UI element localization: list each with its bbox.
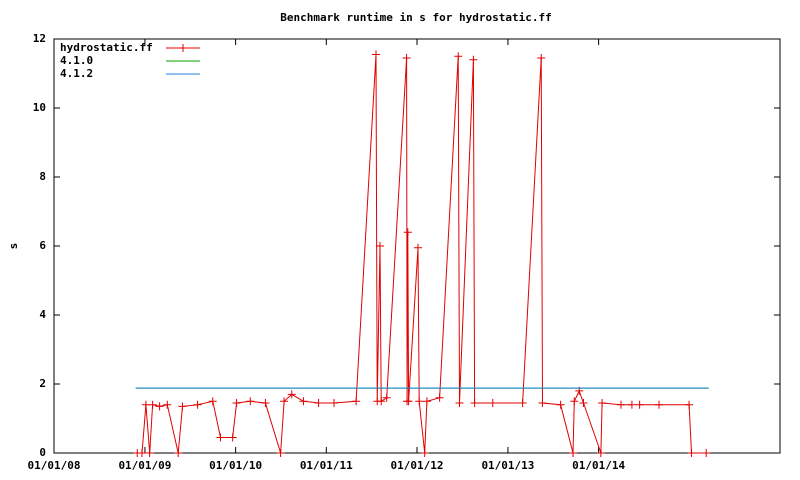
y-tick-label: 8 <box>39 170 46 183</box>
point-marker <box>276 449 285 457</box>
point-marker <box>382 393 391 402</box>
x-tick-label: 01/01/12 <box>391 459 444 472</box>
legend-marker <box>179 44 187 52</box>
x-tick-label: 01/01/14 <box>572 459 625 472</box>
point-marker <box>246 397 255 406</box>
point-marker <box>314 398 323 407</box>
point-marker <box>330 398 339 407</box>
x-tick-label: 01/01/08 <box>28 459 81 472</box>
point-marker <box>145 449 154 457</box>
point-marker <box>556 400 565 409</box>
y-tick-label: 2 <box>39 377 46 390</box>
legend-label: 4.1.0 <box>60 54 93 67</box>
point-marker <box>569 449 578 457</box>
point-marker <box>413 243 422 252</box>
plot-frame <box>53 38 781 454</box>
point-marker <box>537 53 546 62</box>
point-marker <box>570 397 579 406</box>
legend-label: 4.1.2 <box>60 67 93 80</box>
point-marker <box>702 449 711 457</box>
point-marker <box>148 400 157 409</box>
point-marker <box>375 242 384 250</box>
point-marker <box>598 398 607 407</box>
point-marker <box>261 398 270 407</box>
point-marker <box>141 400 150 409</box>
point-marker <box>174 449 183 457</box>
point-marker <box>377 397 386 406</box>
point-marker <box>137 449 146 457</box>
point-marker <box>287 390 296 399</box>
x-tick-label: 01/01/10 <box>209 459 262 472</box>
point-marker <box>488 398 497 407</box>
x-tick-label: 01/01/11 <box>300 459 353 472</box>
point-marker <box>454 52 463 61</box>
y-tick-label: 10 <box>33 101 46 114</box>
series-line <box>137 54 707 454</box>
point-marker <box>435 393 444 402</box>
point-marker <box>404 397 413 406</box>
point-marker <box>470 398 479 407</box>
point-marker <box>372 50 381 59</box>
point-marker <box>155 402 164 411</box>
point-marker <box>232 398 241 407</box>
point-marker <box>469 55 478 64</box>
point-marker <box>687 449 696 457</box>
point-marker <box>216 433 225 442</box>
x-tick-label: 01/01/09 <box>118 459 171 472</box>
point-marker <box>420 449 429 457</box>
point-marker <box>616 400 625 409</box>
point-marker <box>422 397 431 406</box>
y-axis-label: s <box>7 243 20 250</box>
point-marker <box>415 397 424 406</box>
point-marker <box>403 228 412 237</box>
point-marker <box>163 400 172 409</box>
point-marker <box>579 398 588 407</box>
point-marker <box>596 449 605 457</box>
point-marker <box>655 400 663 409</box>
point-marker <box>455 398 464 407</box>
point-marker <box>402 53 411 62</box>
y-tick-label: 6 <box>39 239 46 252</box>
point-marker <box>280 397 289 406</box>
x-tick-label: 01/01/13 <box>481 459 534 472</box>
point-marker <box>193 400 202 409</box>
legend-label: hydrostatic.ff <box>60 41 153 54</box>
point-marker <box>538 398 547 407</box>
point-marker <box>518 398 527 407</box>
point-marker <box>208 397 217 406</box>
point-marker <box>299 397 308 406</box>
y-tick-label: 0 <box>39 446 46 459</box>
point-marker <box>635 400 644 409</box>
point-marker <box>178 402 187 411</box>
y-tick-label: 4 <box>39 308 46 321</box>
point-marker <box>352 397 361 406</box>
chart-title: Benchmark runtime in s for hydrostatic.f… <box>280 11 552 24</box>
point-marker <box>685 400 694 409</box>
y-tick-label: 12 <box>33 32 46 45</box>
point-marker <box>228 433 237 442</box>
point-marker <box>627 400 636 409</box>
